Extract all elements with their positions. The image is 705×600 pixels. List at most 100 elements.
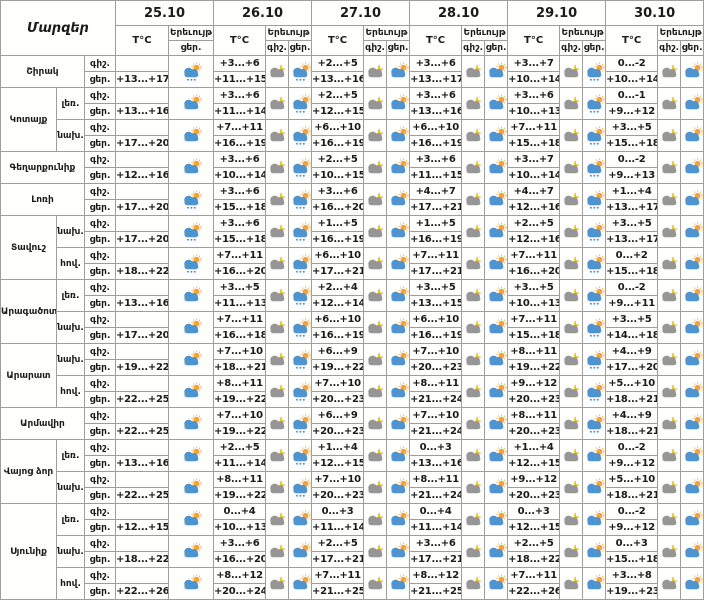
night-cloud-moon-icon bbox=[466, 159, 483, 173]
day-weather-cell bbox=[287, 535, 313, 568]
night-weather-cell bbox=[657, 535, 682, 568]
day-temp-cell: +13...+16 bbox=[409, 103, 463, 120]
night-temp-cell: 0...+3 bbox=[409, 439, 463, 456]
day-temp-cell: +13...+16 bbox=[115, 295, 169, 312]
night-weather-cell bbox=[559, 567, 584, 600]
day-weather-cell bbox=[168, 439, 214, 472]
night-weather-cell bbox=[657, 407, 682, 440]
day-temp-cell: +10...+15 bbox=[311, 167, 365, 184]
day-weather-cell bbox=[287, 279, 313, 312]
day-temp-cell: +11...+15 bbox=[409, 167, 463, 184]
night-weather-cell bbox=[265, 247, 289, 280]
forecast-day-row: ցեր. +19...+22 +18...+21 +19...+22 +20...+23… bbox=[1, 359, 704, 376]
night-cloud-moon-icon bbox=[270, 127, 287, 141]
night-weather-cell bbox=[657, 151, 682, 184]
sun-cloud-rain-icon bbox=[587, 382, 605, 401]
night-temp-cell: 0...-2 bbox=[605, 503, 659, 520]
day-weather-cell bbox=[287, 471, 313, 504]
day-temp-cell: +12...+16 bbox=[507, 199, 561, 216]
day-weather-cell bbox=[386, 343, 411, 376]
day-temp-cell: +19...+22 bbox=[213, 487, 266, 504]
night-temp-cell: +4...+7 bbox=[409, 183, 463, 200]
day-weather-cell bbox=[287, 215, 313, 248]
day-temp-cell: +13...+16 bbox=[115, 103, 169, 120]
day-temp-cell: +9...+13 bbox=[605, 167, 659, 184]
day-temp-cell: +12...+15 bbox=[115, 519, 169, 536]
day-weather-cell bbox=[287, 247, 313, 280]
day-temp-cell: +15...+18 bbox=[605, 263, 659, 280]
day-temp-cell: +10...+14 bbox=[605, 71, 659, 88]
day-weather-cell bbox=[168, 119, 214, 152]
day-weather-cell bbox=[484, 407, 509, 440]
night-weather-cell bbox=[265, 311, 289, 344]
table-header: Մարզեր 25.10 26.10 27.10 28.10 29.10 30.10 T°C Ե… bbox=[0, 0, 705, 56]
zone-label-cell: նախ. bbox=[56, 311, 85, 344]
day-temp-cell: +15...+18 bbox=[605, 135, 659, 152]
day-weather-cell bbox=[680, 535, 705, 568]
night-temp-cell: +2...+5 bbox=[311, 87, 365, 104]
night-cloud-moon-icon bbox=[368, 63, 385, 77]
day-temp-cell: +20...+23 bbox=[311, 487, 365, 504]
day-weather-cell bbox=[168, 503, 214, 536]
night-weather-cell bbox=[559, 407, 584, 440]
day-temp-cell: +22...+26 bbox=[115, 583, 169, 600]
night-temp-cell: +7...+11 bbox=[311, 567, 365, 584]
night-cloud-moon-icon bbox=[466, 287, 483, 301]
day-weather-cell bbox=[582, 471, 607, 504]
sun-cloud-icon bbox=[183, 126, 202, 141]
day-weather-cell bbox=[484, 375, 509, 408]
day-weather-cell bbox=[386, 567, 411, 600]
day-subheader: ցեր. bbox=[582, 40, 607, 56]
forecast-night-row: նախ. գիշ. +7...+11 +6...+10 +6...+10 +7...+11… bbox=[1, 119, 705, 152]
day-weather-cell bbox=[582, 439, 607, 472]
sun-cloud-icon bbox=[685, 446, 703, 461]
night-temp-cell: +7...+11 bbox=[213, 247, 266, 264]
day-weather-cell bbox=[582, 503, 607, 536]
day-weather-cell bbox=[484, 247, 509, 280]
night-weather-cell bbox=[363, 343, 388, 376]
day-weather-cell bbox=[287, 87, 313, 120]
sun-cloud-rain-icon bbox=[587, 62, 605, 81]
night-cloud-moon-icon bbox=[466, 191, 483, 205]
night-temp-cell: +7...+11 bbox=[507, 119, 561, 136]
forecast-night-row: Կոտայք լեռ. գիշ. +3...+6 +2...+5 +3...+6 +3...… bbox=[0, 87, 705, 152]
sun-cloud-icon bbox=[685, 318, 703, 333]
day-temp-cell: +12...+15 bbox=[311, 103, 365, 120]
night-temp-cell: +8...+11 bbox=[507, 407, 561, 424]
night-cloud-moon-icon bbox=[270, 351, 287, 365]
time-label-cell: ցեր. bbox=[84, 135, 116, 152]
day-weather-cell bbox=[287, 439, 313, 472]
night-weather-cell bbox=[265, 567, 289, 600]
night-temp-cell: +7...+11 bbox=[507, 311, 561, 328]
sun-cloud-rain-icon bbox=[293, 350, 311, 369]
day-weather-cell bbox=[386, 407, 411, 440]
day-weather-cell bbox=[484, 471, 509, 504]
day-weather-cell bbox=[484, 119, 509, 152]
night-cloud-moon-icon bbox=[368, 575, 385, 589]
night-weather-cell bbox=[657, 567, 682, 600]
sun-cloud-icon bbox=[391, 286, 409, 301]
forecast-night-row: Վայոց ձոր լեռ. գիշ. +2...+5 +1...+4 0...+3 +1.… bbox=[0, 439, 705, 504]
day-weather-cell bbox=[582, 215, 607, 248]
sun-cloud-icon bbox=[489, 574, 507, 589]
day-weather-cell bbox=[680, 279, 705, 312]
sun-cloud-icon bbox=[685, 222, 703, 237]
day-temp-cell: +18...+21 bbox=[605, 391, 659, 408]
night-temp-cell: +4...+7 bbox=[507, 183, 561, 200]
day-temp-cell: +20...+23 bbox=[311, 391, 365, 408]
day-temp-cell: +17...+20 bbox=[115, 135, 169, 152]
forecast-night-row: Գեղարքունիք գիշ. +3...+6 +2...+5 +3...+6 +3..… bbox=[0, 151, 705, 184]
sun-cloud-icon bbox=[293, 574, 311, 589]
night-temp-cell bbox=[115, 119, 169, 136]
day-weather-cell bbox=[386, 503, 411, 536]
night-cloud-moon-icon bbox=[368, 511, 385, 525]
day-temp-cell: +16...+18 bbox=[213, 327, 266, 344]
night-cloud-moon-icon bbox=[564, 159, 582, 173]
region-name-cell: Գեղարքունիք bbox=[0, 151, 85, 184]
night-temp-cell: +2...+5 bbox=[213, 439, 266, 456]
day-subheader: ցեր. bbox=[484, 40, 509, 56]
day-temp-cell: +18...+21 bbox=[213, 359, 266, 376]
night-cloud-moon-icon bbox=[270, 63, 287, 77]
forecast-night-row: Արարատ նախ. գիշ. +7...+10 +6...+9 +7...+10 +8.… bbox=[0, 343, 705, 408]
day-weather-cell bbox=[168, 215, 214, 248]
